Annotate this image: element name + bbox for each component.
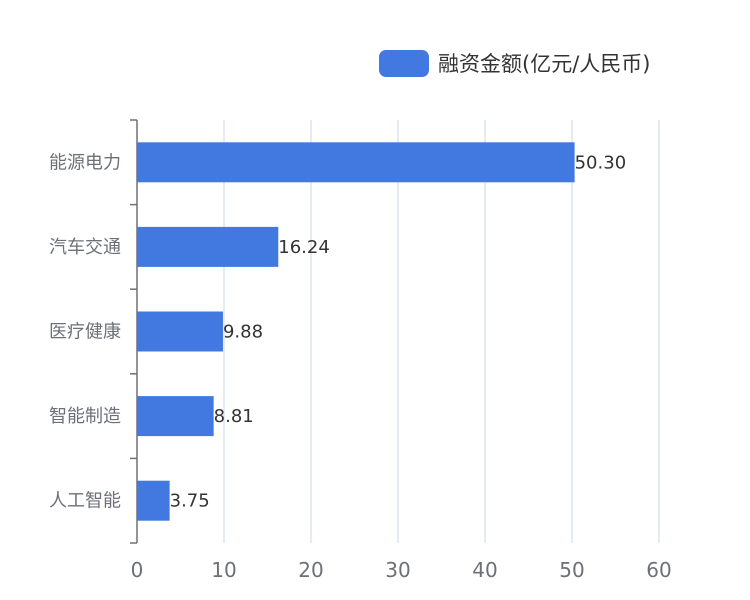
value-label: 50.30 bbox=[575, 152, 627, 173]
category-label: 人工智能 bbox=[49, 491, 121, 512]
value-label: 16.24 bbox=[278, 237, 330, 258]
x-tick-label: 10 bbox=[211, 558, 236, 582]
bar bbox=[137, 311, 223, 352]
x-tick-label: 20 bbox=[298, 558, 323, 582]
category-label: 智能制造 bbox=[49, 406, 121, 427]
x-tick-label: 50 bbox=[559, 558, 584, 582]
bar bbox=[137, 480, 170, 521]
value-label: 3.75 bbox=[170, 491, 210, 512]
category-label: 能源电力 bbox=[49, 152, 121, 173]
legend-label: 融资金额(亿元/人民币) bbox=[438, 52, 650, 76]
bar bbox=[137, 226, 279, 267]
category-label: 汽车交通 bbox=[49, 237, 121, 258]
category-label: 医疗健康 bbox=[49, 322, 121, 343]
value-label: 8.81 bbox=[214, 406, 254, 427]
x-tick-label: 0 bbox=[131, 558, 144, 582]
bar bbox=[137, 396, 214, 437]
bar bbox=[137, 142, 575, 183]
x-tick-label: 40 bbox=[472, 558, 497, 582]
x-tick-label: 60 bbox=[646, 558, 671, 582]
legend-swatch bbox=[379, 50, 429, 77]
x-tick-label: 30 bbox=[385, 558, 410, 582]
value-label: 9.88 bbox=[223, 322, 263, 343]
